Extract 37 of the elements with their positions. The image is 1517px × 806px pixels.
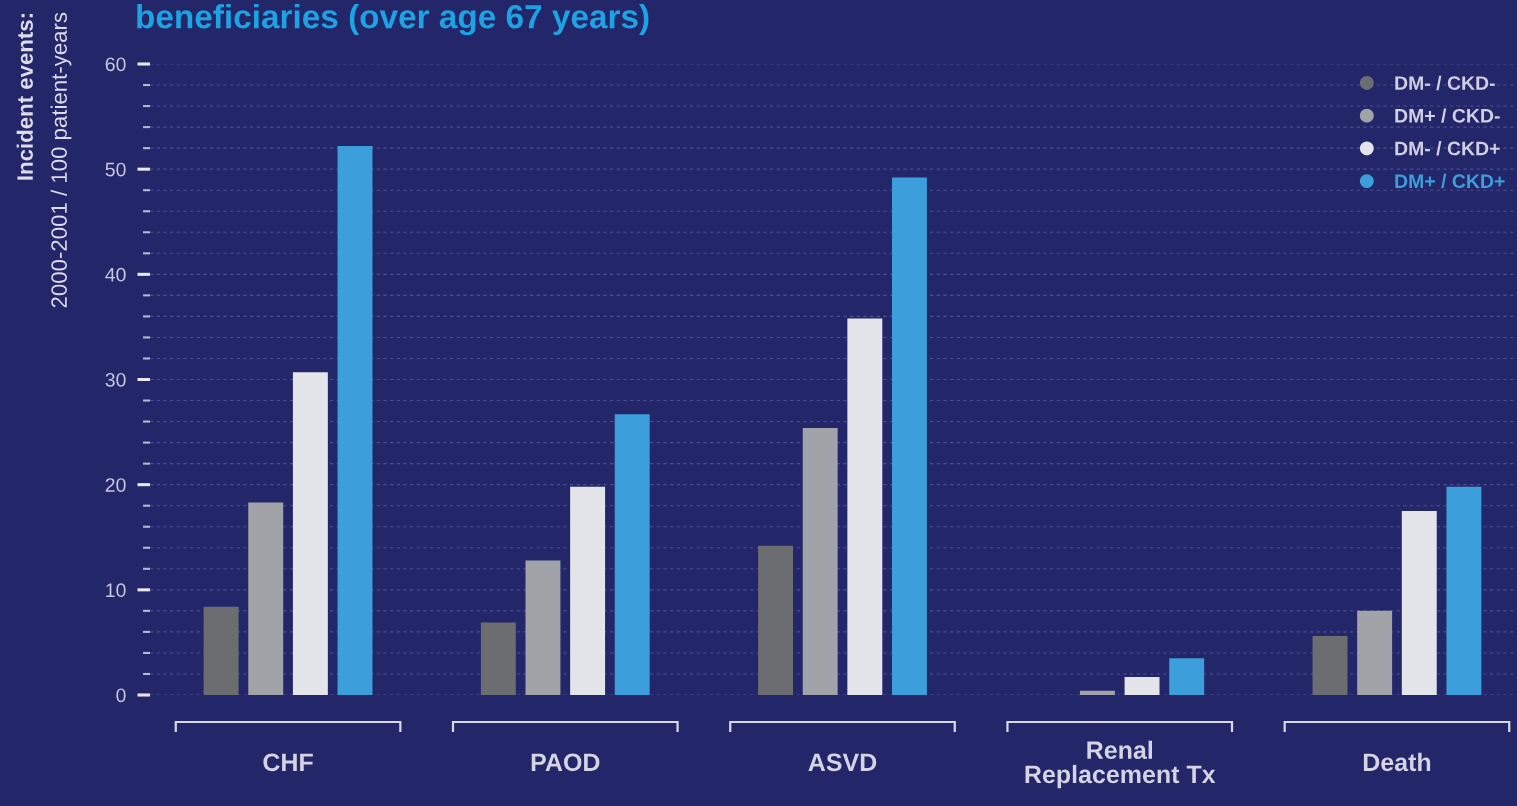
y-tick-label: 20: [105, 478, 126, 492]
x-tick-label: CHF: [263, 753, 313, 772]
bar: [891, 177, 927, 695]
bar: [847, 318, 883, 695]
y-axis-title: Incident events: 2000-2001 / 100 patient-years: [16, 12, 72, 308]
legend-label: DM+ / CKD+: [1395, 173, 1505, 189]
y-tick-label: 50: [105, 162, 126, 177]
bar: [1124, 677, 1160, 695]
y-tick-label: 40: [105, 267, 126, 282]
y-tick-label: 60: [105, 57, 126, 72]
bar: [203, 606, 239, 695]
legend-label: DM+ / CKD-: [1395, 108, 1500, 123]
bar: [1079, 690, 1115, 695]
bar: [1312, 636, 1348, 695]
bar: [337, 146, 373, 695]
legend-label: DM- / CKD-: [1395, 75, 1495, 91]
y-tick-label: 30: [105, 372, 126, 387]
legend-label: DM- / CKD+: [1395, 141, 1500, 156]
y-tick-label: 0: [116, 688, 126, 703]
bar: [1357, 610, 1393, 695]
bar: [480, 622, 516, 695]
bar: [570, 486, 606, 695]
chart-title: beneficiaries (over age 67 years): [137, 4, 649, 36]
bar: [525, 560, 561, 695]
bar: [1169, 658, 1205, 695]
x-tick-label: ASVD: [808, 753, 877, 772]
bar: [1446, 486, 1482, 695]
x-tick-label: PAOD: [531, 753, 600, 772]
x-tick-label: Renal Replacement Tx: [1025, 740, 1216, 789]
bar: [248, 502, 284, 695]
y-tick-label: 10: [106, 583, 126, 598]
bar: [758, 545, 794, 695]
bar: [802, 427, 838, 695]
bar: [292, 372, 328, 695]
bar: [1401, 510, 1437, 695]
bar: [614, 414, 650, 695]
x-tick-label: Death: [1363, 752, 1431, 772]
